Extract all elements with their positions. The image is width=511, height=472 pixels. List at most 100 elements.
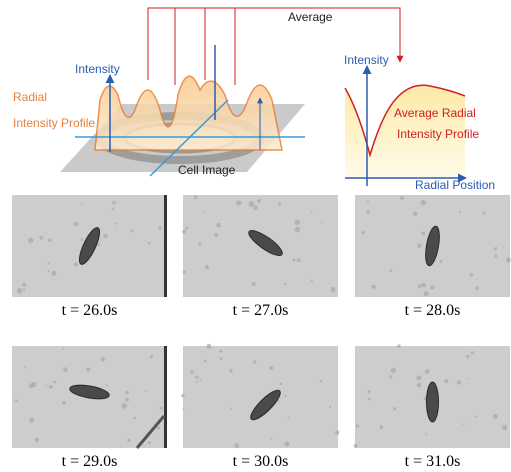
speck [190, 370, 194, 374]
speck [361, 231, 364, 234]
speck [103, 234, 108, 239]
speck [182, 230, 186, 234]
caption: t = 31.0s [405, 453, 461, 470]
speck [430, 285, 434, 289]
speck [420, 200, 425, 205]
speck [288, 417, 290, 419]
caption: t = 30.0s [233, 453, 289, 470]
speck [425, 433, 427, 435]
speck [81, 238, 84, 241]
speck [112, 208, 114, 210]
average-label: Average [288, 10, 333, 24]
speck [121, 403, 126, 408]
speck [295, 227, 300, 232]
speck [112, 201, 116, 205]
speck [236, 200, 241, 205]
speck [366, 210, 370, 214]
speck [15, 399, 18, 402]
speck [417, 244, 421, 248]
speck [203, 211, 205, 213]
speck [158, 226, 161, 229]
speck [417, 375, 422, 380]
speck [400, 196, 404, 200]
frame: t = 26.0s [12, 195, 167, 319]
speck [502, 425, 507, 430]
axis-label: Intensity [344, 53, 389, 67]
speck [494, 247, 497, 250]
speck [62, 348, 64, 350]
speck [194, 195, 198, 199]
speck [73, 222, 78, 227]
speck [196, 381, 198, 383]
speck [183, 270, 186, 273]
speck [379, 425, 383, 429]
speck [321, 221, 323, 223]
speck [284, 282, 287, 285]
speck [507, 261, 509, 263]
speck [127, 439, 130, 442]
speck [145, 390, 147, 392]
speck [106, 384, 108, 386]
speck [249, 201, 255, 207]
figure: Average Intensity Radial Intensity Profi… [0, 0, 511, 472]
speck [466, 355, 469, 358]
x-axis-label: Radial Position [415, 178, 495, 192]
speck [48, 238, 52, 242]
speck [35, 438, 39, 442]
speck [391, 368, 396, 373]
frame: t = 30.0s [181, 344, 339, 470]
speck [48, 270, 50, 272]
speck [195, 375, 198, 378]
speck [130, 229, 133, 232]
speck [368, 390, 371, 393]
speck [157, 426, 160, 429]
speck [494, 255, 497, 258]
speck [311, 211, 313, 213]
speck [311, 280, 313, 282]
speck [49, 385, 53, 389]
speck [53, 381, 56, 384]
speck [389, 375, 392, 378]
speck [160, 407, 163, 410]
speck [230, 408, 232, 410]
speck [47, 262, 49, 264]
speck [62, 401, 66, 405]
speck [422, 283, 426, 287]
speck [148, 242, 151, 245]
profile-label: Intensity Profile [13, 116, 95, 130]
frame: t = 31.0s [354, 344, 510, 470]
speck [269, 366, 273, 370]
speck [234, 443, 239, 448]
speck [185, 226, 188, 229]
speck [335, 430, 340, 435]
image-label: Cell Image [178, 163, 236, 177]
speck [475, 286, 479, 290]
speck [279, 382, 282, 385]
axis-label: Intensity [75, 62, 120, 76]
speck [439, 260, 442, 263]
speck [101, 357, 105, 361]
speck [22, 283, 26, 287]
speck [418, 284, 422, 288]
speck [28, 238, 33, 243]
speck [198, 242, 201, 245]
speck [63, 367, 68, 372]
speck [214, 233, 218, 237]
speck [457, 380, 462, 385]
speck [470, 273, 474, 277]
speck [271, 438, 273, 440]
speck [24, 366, 26, 368]
speck [220, 357, 223, 360]
speck [459, 211, 461, 213]
caption: t = 28.0s [405, 302, 461, 319]
frame-edge [164, 195, 167, 297]
speck [31, 382, 36, 387]
speck [253, 205, 258, 210]
profile-label: Radial [13, 90, 47, 104]
speck [493, 414, 498, 419]
speck [205, 265, 209, 269]
speck [252, 282, 256, 286]
speck [284, 441, 289, 446]
speck [284, 395, 286, 397]
